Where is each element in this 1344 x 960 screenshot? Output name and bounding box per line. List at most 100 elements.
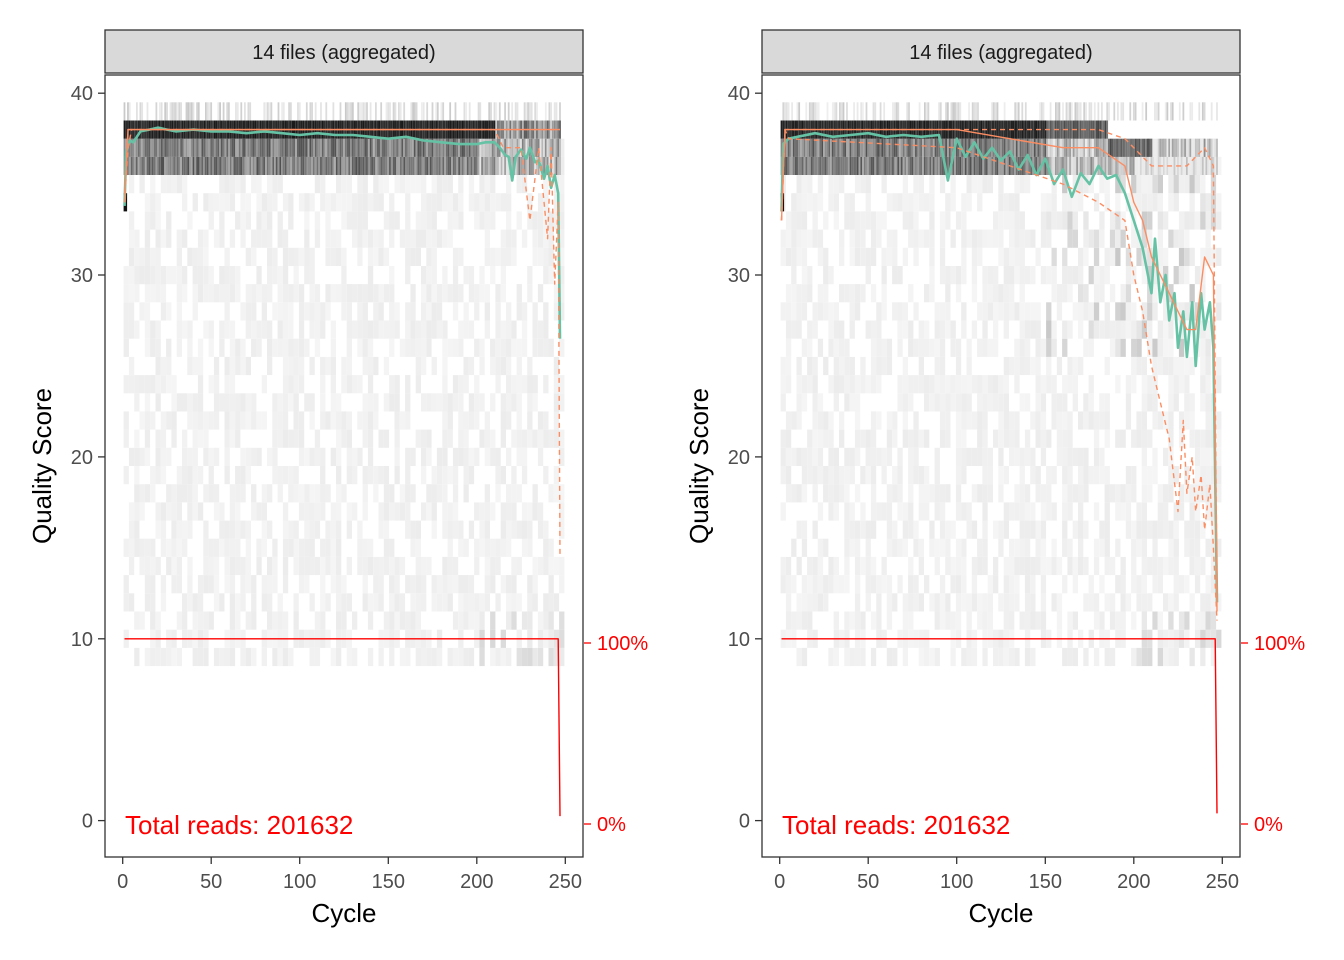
heat-cell bbox=[982, 502, 988, 521]
heat-cell bbox=[1062, 375, 1068, 394]
heat-cell bbox=[336, 156, 338, 175]
heat-cell bbox=[869, 138, 871, 157]
heat-cell bbox=[447, 156, 450, 175]
heat-cell bbox=[1109, 556, 1116, 576]
heat-cell bbox=[1090, 156, 1093, 175]
heat-cell bbox=[952, 102, 955, 121]
heat-cell bbox=[929, 156, 932, 175]
heat-cell bbox=[192, 193, 198, 212]
heat-cell bbox=[918, 647, 924, 667]
heat-cell bbox=[559, 647, 565, 667]
heat-cell bbox=[1152, 284, 1158, 303]
heat-cell bbox=[1072, 356, 1078, 376]
heat-cell bbox=[1141, 447, 1147, 466]
heat-cell bbox=[1163, 556, 1169, 576]
heat-cell bbox=[961, 575, 967, 594]
heat-cell bbox=[428, 156, 430, 175]
heat-cell bbox=[1067, 284, 1073, 303]
heat-cell bbox=[468, 284, 475, 303]
heat-cell bbox=[513, 138, 515, 157]
heat-cell bbox=[1030, 320, 1036, 339]
heat-cell bbox=[849, 193, 855, 212]
heat-cell bbox=[1014, 411, 1020, 430]
heat-cell bbox=[791, 320, 797, 339]
heat-cell bbox=[426, 338, 432, 357]
heat-cell bbox=[1163, 356, 1169, 376]
heat-cell bbox=[171, 266, 177, 285]
heat-cell bbox=[1083, 411, 1089, 430]
heat-cell bbox=[442, 429, 448, 448]
heat-cell bbox=[1120, 175, 1126, 194]
heat-cell bbox=[219, 284, 225, 303]
heat-cell bbox=[1030, 593, 1036, 612]
heat-cell bbox=[1067, 647, 1073, 667]
heat-cell bbox=[458, 320, 464, 339]
heat-cell bbox=[1040, 575, 1047, 594]
heat-cell bbox=[1131, 175, 1137, 194]
heat-cell bbox=[1173, 156, 1176, 175]
heat-cell bbox=[780, 302, 786, 321]
heat-cell bbox=[1178, 229, 1185, 248]
heat-cell bbox=[442, 102, 445, 121]
heat-cell bbox=[1014, 211, 1020, 230]
heat-cell bbox=[998, 138, 1001, 157]
heat-cell bbox=[516, 429, 522, 448]
heat-cell bbox=[479, 429, 485, 448]
heat-cell bbox=[1168, 429, 1174, 448]
heat-cell bbox=[484, 520, 490, 539]
heat-cell bbox=[173, 102, 175, 121]
heat-cell bbox=[902, 411, 908, 430]
heat-cell bbox=[909, 156, 912, 175]
heat-cell bbox=[203, 193, 209, 212]
heat-cell bbox=[213, 356, 220, 376]
heat-cell bbox=[849, 538, 855, 557]
heat-cell bbox=[495, 302, 501, 321]
heat-cell bbox=[490, 211, 496, 230]
heat-cell bbox=[1019, 356, 1025, 376]
heat-cell bbox=[994, 138, 997, 157]
heat-cell bbox=[1062, 266, 1068, 285]
heat-cell bbox=[426, 193, 432, 212]
heat-cell bbox=[166, 266, 172, 285]
heat-cell bbox=[162, 138, 165, 157]
heat-cell bbox=[236, 138, 239, 157]
heat-cell bbox=[277, 647, 283, 667]
heat-cell bbox=[1115, 156, 1117, 175]
heat-cell bbox=[1009, 538, 1015, 557]
heat-cell bbox=[1078, 520, 1084, 539]
heat-cell bbox=[229, 156, 232, 175]
heat-cell bbox=[844, 466, 850, 485]
heat-cell bbox=[934, 156, 937, 175]
heat-cell bbox=[966, 520, 972, 539]
heat-cell bbox=[1125, 266, 1132, 285]
heat-cell bbox=[1051, 211, 1057, 230]
heat-cell bbox=[357, 156, 360, 175]
heat-cell bbox=[1053, 138, 1055, 157]
heat-cell bbox=[828, 466, 834, 485]
heat-cell bbox=[205, 156, 207, 175]
heat-cell bbox=[380, 102, 383, 121]
heat-cell bbox=[410, 247, 416, 266]
heat-cell bbox=[309, 593, 315, 612]
heat-cell bbox=[251, 302, 257, 321]
heat-cell bbox=[1003, 593, 1009, 612]
heat-cell bbox=[490, 175, 496, 194]
heat-cell bbox=[1046, 193, 1052, 212]
heat-cell bbox=[971, 556, 978, 576]
heat-cell bbox=[341, 175, 347, 194]
heat-cell bbox=[261, 211, 267, 230]
heat-cell bbox=[1205, 320, 1211, 339]
heat-cell bbox=[442, 502, 448, 521]
heat-cell bbox=[389, 211, 395, 230]
heat-cell bbox=[860, 175, 866, 194]
heat-cell bbox=[977, 247, 983, 266]
heat-cell bbox=[785, 466, 792, 485]
heat-cell bbox=[429, 138, 432, 157]
heat-cell bbox=[298, 502, 305, 521]
heat-cell bbox=[1125, 284, 1132, 303]
heat-cell bbox=[1056, 138, 1059, 157]
heat-cell bbox=[1152, 466, 1158, 485]
heat-cell bbox=[373, 466, 379, 485]
heat-cell bbox=[128, 229, 135, 248]
heat-cell bbox=[378, 520, 384, 539]
